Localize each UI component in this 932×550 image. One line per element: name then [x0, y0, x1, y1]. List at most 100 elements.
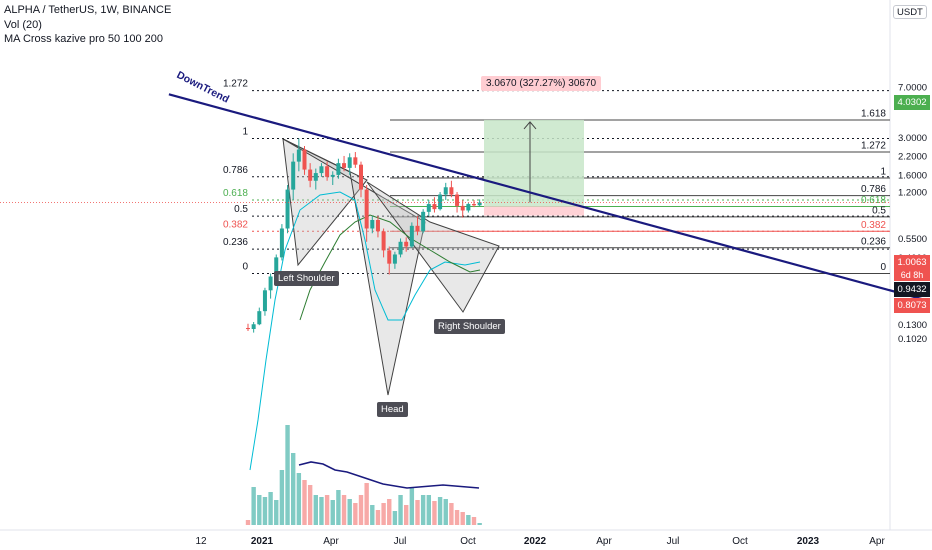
volume-bar — [415, 500, 420, 525]
volume-bar — [437, 497, 443, 525]
fib-left-label: 0 — [242, 262, 248, 273]
volume-bar — [387, 499, 392, 525]
target-box-label[interactable]: 3.0670 (327.27%) 30670 — [481, 76, 602, 91]
volume-bar — [347, 499, 352, 525]
candle-body — [359, 164, 363, 190]
price-tick-label: 0.5500 — [898, 234, 927, 245]
candle-body — [381, 231, 386, 251]
volume-bar — [353, 503, 358, 525]
volume-bar — [313, 495, 318, 525]
candle-body — [460, 205, 465, 211]
volume-bar — [285, 425, 290, 525]
fib-left-label: 0.236 — [223, 237, 248, 248]
price-tick-label: 7.0000 — [898, 83, 927, 94]
fib-right-label: 0.236 — [861, 236, 886, 247]
candle-body — [449, 187, 454, 195]
volume-ma-line — [298, 461, 480, 489]
fib-right-label: 1 — [880, 166, 886, 177]
candle-body — [291, 161, 296, 190]
volume-bar — [409, 487, 415, 525]
candle-body — [477, 202, 482, 206]
price-tick-label: 1.2000 — [898, 188, 927, 199]
volume-bar — [381, 503, 386, 525]
time-tick-label: Oct — [732, 536, 748, 547]
volume-bar — [307, 485, 313, 525]
candle-body — [370, 219, 375, 229]
candle-body — [268, 276, 273, 291]
fib-right-label: 0.382 — [861, 220, 886, 231]
time-tick-label: Apr — [323, 536, 339, 547]
volume-indicator-label[interactable]: Vol (20) — [4, 18, 42, 31]
fib-left-label: 1.272 — [223, 79, 248, 90]
price-tick-label: 0.1020 — [898, 334, 927, 345]
price-tick-label: 0.1300 — [898, 320, 927, 331]
time-tick-label: 2023 — [797, 536, 820, 547]
volume-bar — [392, 511, 398, 525]
volume-bar — [404, 505, 409, 525]
volume-bar — [449, 503, 454, 525]
countdown-tag: 6d 8h — [894, 269, 930, 281]
head-label[interactable]: Head — [377, 402, 408, 417]
volume-bar — [432, 501, 437, 525]
pattern-shape — [366, 181, 500, 313]
target-arrow-head — [523, 121, 537, 130]
volume-bar — [330, 500, 335, 525]
currency-button[interactable]: USDT — [893, 5, 927, 19]
ma-indicator-label[interactable]: MA Cross kazive pro 50 100 200 — [4, 33, 163, 45]
candle-body — [438, 194, 443, 210]
candle-body — [274, 257, 279, 277]
volume-bar — [471, 517, 477, 525]
volume-bar — [302, 480, 307, 525]
candle-body — [342, 163, 347, 168]
candle-body — [285, 189, 290, 229]
price-tag-target: 4.0302 — [894, 95, 930, 110]
volume-bar — [274, 500, 279, 525]
fib-right-label: 1.618 — [861, 108, 886, 119]
fib-left-label: 0.618 — [223, 188, 248, 199]
time-tick-label: 2022 — [524, 536, 547, 547]
candle-body — [246, 328, 250, 330]
candle-body — [443, 187, 448, 195]
left-shoulder-label[interactable]: Left Shoulder — [274, 271, 339, 286]
symbol-title[interactable]: ALPHA / TetherUS, 1W, BINANCE — [4, 4, 172, 16]
volume-bar — [341, 495, 347, 525]
volume-bar — [291, 453, 296, 525]
volume-bar — [279, 470, 285, 525]
candle-body — [392, 254, 397, 264]
candle-body — [296, 149, 301, 162]
candle-body — [472, 204, 476, 206]
fib-left-label: 0.5 — [234, 204, 248, 215]
price-tick-label: 1.6000 — [898, 170, 927, 181]
volume-bar — [296, 473, 302, 525]
candle-body — [409, 225, 414, 247]
volume-bar — [375, 510, 381, 525]
volume-bar — [364, 483, 369, 525]
candle-body — [421, 211, 426, 232]
candle-body — [319, 166, 324, 174]
candle-body — [353, 157, 358, 165]
volume-bar — [251, 487, 256, 525]
loss-zone — [484, 206, 584, 216]
volume-bar — [319, 497, 324, 525]
fib-left-label: 0.382 — [223, 219, 248, 230]
candle-body — [404, 241, 409, 247]
price-tag-current: 1.0063 — [894, 255, 930, 270]
volume-bar — [454, 510, 460, 525]
volume-bar — [420, 495, 426, 525]
volume-bar — [268, 492, 273, 525]
candle-body — [375, 219, 380, 232]
price-tag-stop: 0.8073 — [894, 298, 930, 313]
time-tick-label: Apr — [869, 536, 885, 547]
price-tick-label: 3.0000 — [898, 133, 927, 144]
volume-bar — [370, 505, 375, 525]
candle-body — [302, 149, 307, 170]
volume-bar — [324, 495, 330, 525]
time-tick-label: 2021 — [251, 536, 274, 547]
chart-legend: ALPHA / TetherUS, 1W, BINANCE Vol (20) M… — [4, 3, 171, 47]
right-shoulder-label[interactable]: Right Shoulder — [434, 319, 505, 334]
candle-body — [432, 204, 437, 210]
volume-bar — [245, 520, 251, 525]
candle-body — [455, 194, 460, 206]
volume-bar — [358, 495, 364, 525]
